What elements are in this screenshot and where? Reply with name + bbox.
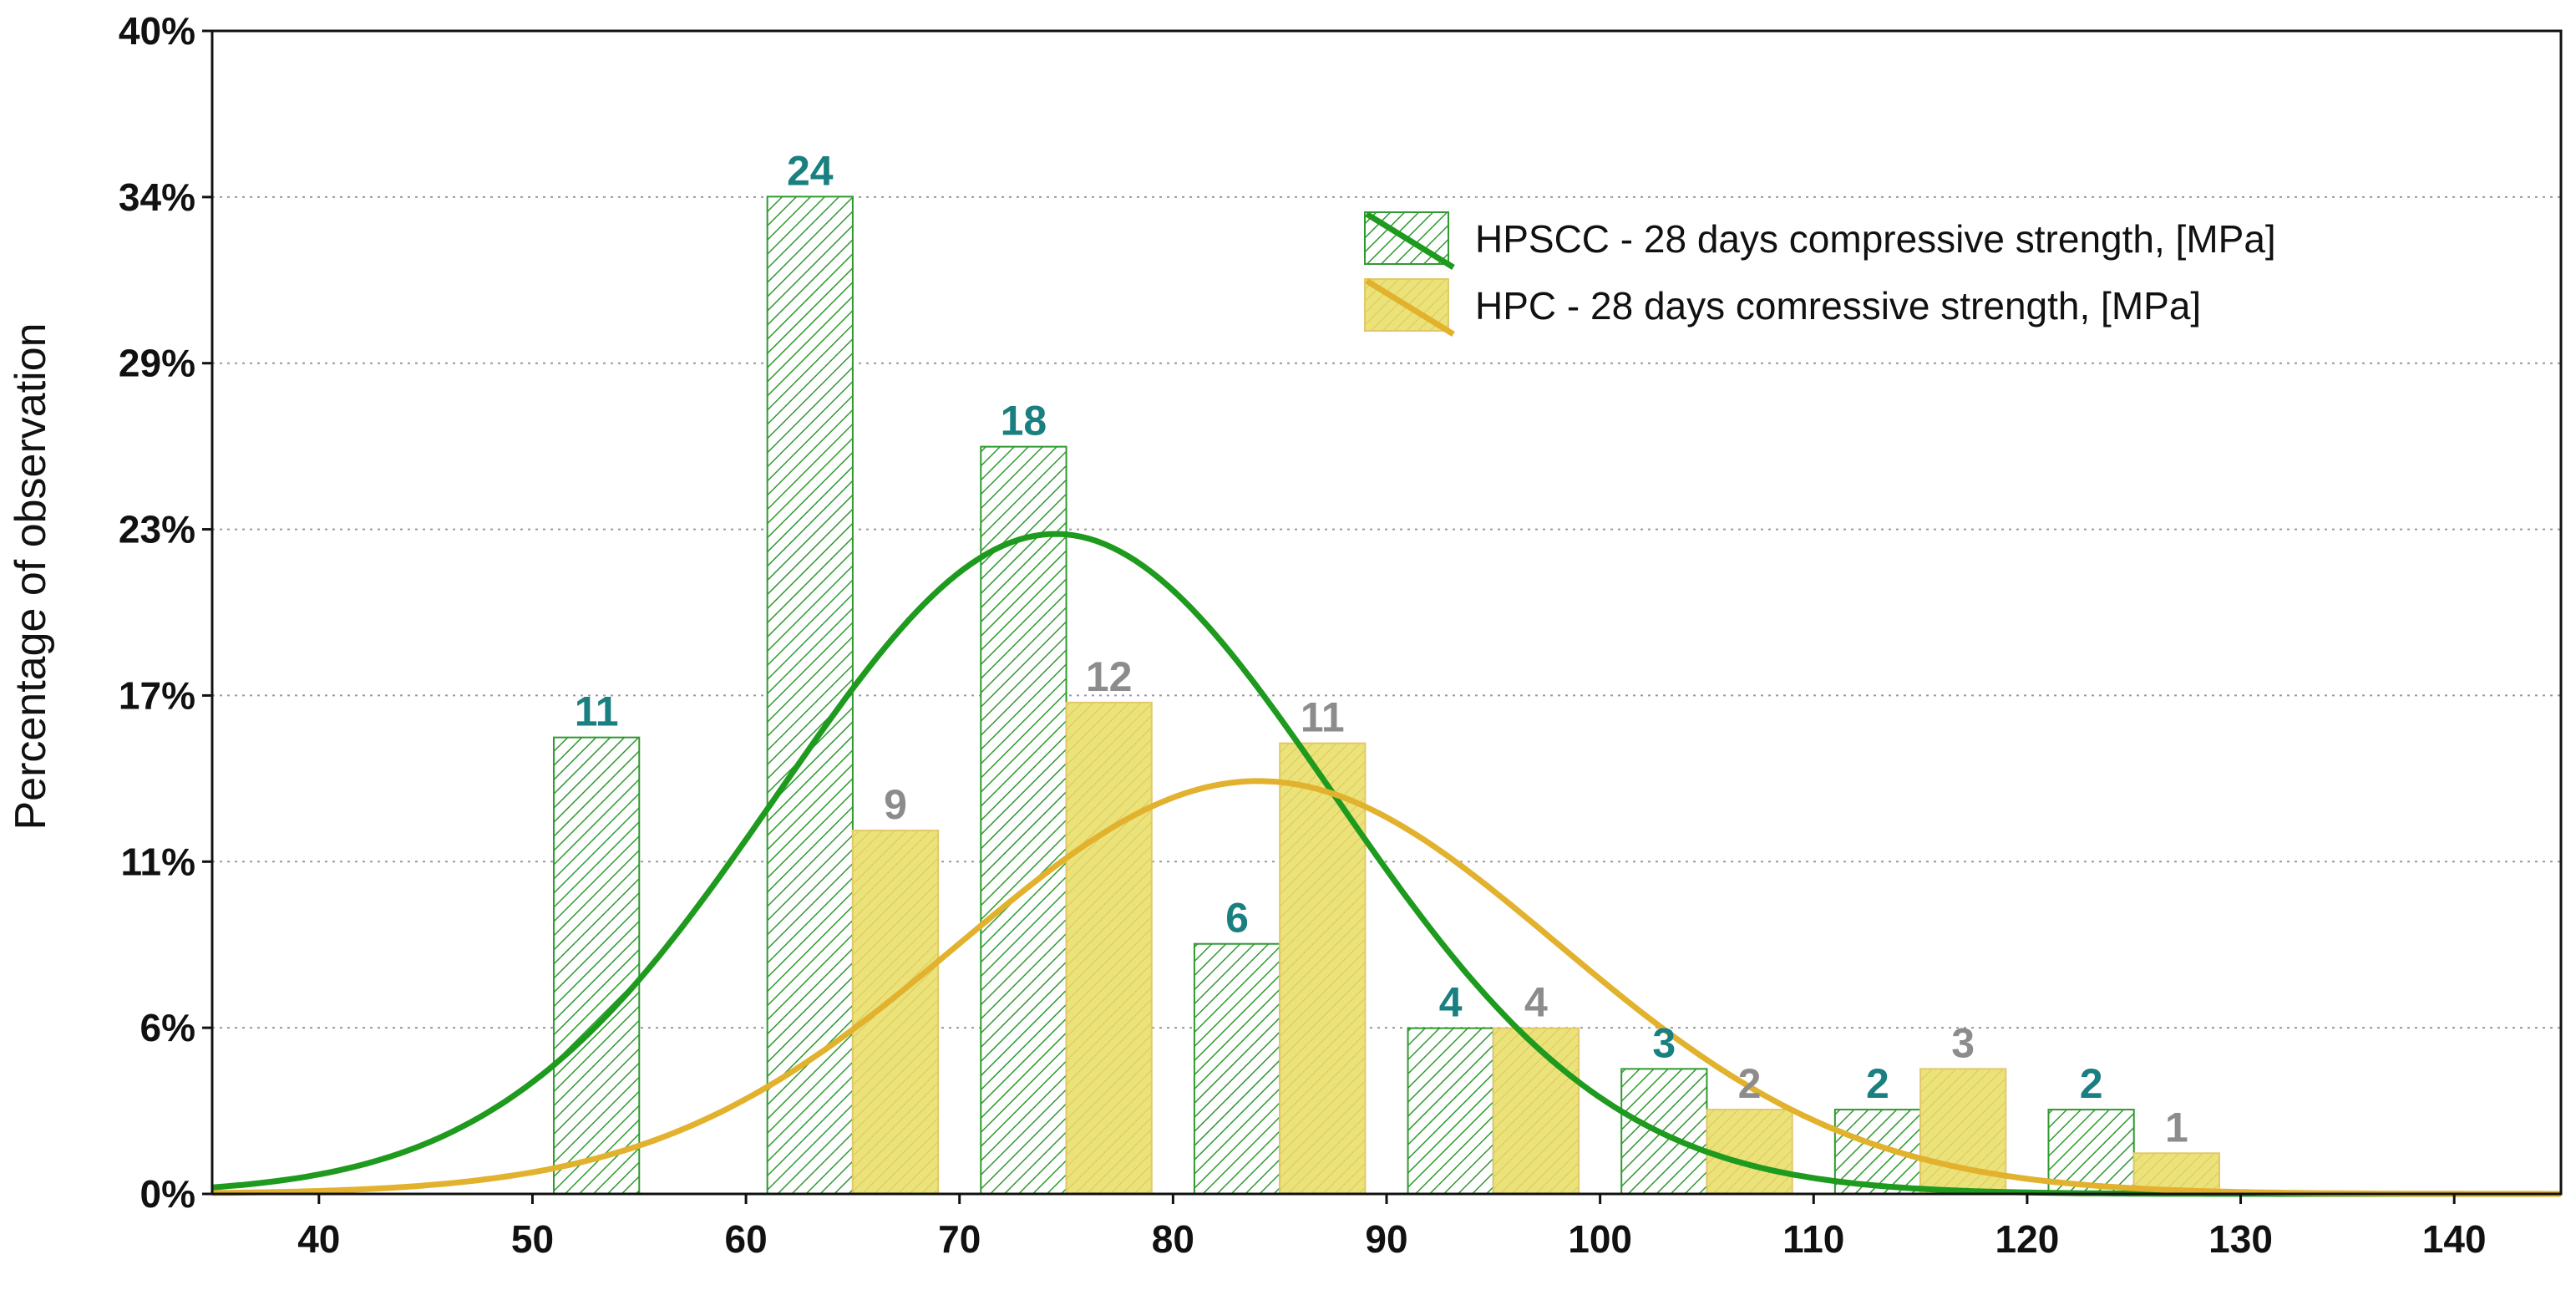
y-tick-label: 29% <box>119 342 195 385</box>
y-axis-ticks: 0% 6% 11% 17% 23% 29% 34% 40% <box>119 9 212 1216</box>
x-tick-label: 60 <box>725 1217 768 1261</box>
bar-hpscc <box>766 196 854 1196</box>
x-tick-label: 100 <box>1568 1217 1632 1261</box>
bar-label-hpscc: 18 <box>1001 398 1047 444</box>
y-tick-label: 11% <box>120 840 195 883</box>
legend-line-hpscc <box>1365 211 1455 270</box>
bar-hpscc <box>1407 1027 1494 1196</box>
bar-label-hpc: 12 <box>1086 653 1133 700</box>
bar-label-hpc: 3 <box>1951 1019 1975 1066</box>
bar-label-hpc: 11 <box>1301 694 1345 741</box>
bar-label-hpscc: 6 <box>1225 895 1249 942</box>
legend-label-hpc: HPC - 28 days comressive strength, [MPa] <box>1475 284 2201 328</box>
y-tick-label: 34% <box>119 175 195 219</box>
legend-item-hpc: HPC - 28 days comressive strength, [MPa] <box>1364 278 2201 337</box>
legend-item-hpscc: HPSCC - 28 days compressive strength, [M… <box>1364 211 2276 270</box>
bar-label-hpscc: 11 <box>575 688 619 735</box>
y-tick-label: 6% <box>140 1006 195 1049</box>
legend-line-hpc <box>1365 278 1455 337</box>
bar-hpc <box>1279 742 1367 1195</box>
y-axis-label: Percentage of observation <box>7 322 55 830</box>
x-tick-label: 130 <box>2208 1217 2273 1261</box>
y-tick-label: 0% <box>140 1172 195 1216</box>
bar-hpc <box>1706 1109 1793 1195</box>
x-tick-label: 70 <box>938 1217 981 1261</box>
bar-hpscc <box>980 445 1067 1195</box>
x-tick-label: 80 <box>1152 1217 1194 1261</box>
bar-count-labels: 11 24 18 6 4 3 2 2 9 12 11 4 2 3 1 <box>575 147 2188 1150</box>
x-tick-label: 110 <box>1782 1217 1844 1261</box>
bar-hpscc <box>1193 942 1281 1195</box>
bar-label-hpc: 4 <box>1524 979 1548 1026</box>
x-tick-label: 50 <box>511 1217 554 1261</box>
bar-hpc <box>1492 1027 1580 1196</box>
y-tick-label: 40% <box>119 9 195 53</box>
legend: HPSCC - 28 days compressive strength, [M… <box>1364 211 2276 337</box>
bar-label-hpscc: 2 <box>1866 1060 1889 1107</box>
y-tick-label: 17% <box>119 673 195 717</box>
y-tick-label: 23% <box>119 508 195 551</box>
bar-label-hpc: 2 <box>1738 1060 1762 1107</box>
bar-label-hpscc: 24 <box>787 147 834 194</box>
x-axis-ticks: 40 50 60 70 80 90 100 110 120 130 140 <box>297 1194 2487 1261</box>
bar-label-hpc: 1 <box>2165 1104 2188 1150</box>
bar-hpc <box>1065 701 1153 1195</box>
bar-hpscc <box>553 736 641 1195</box>
legend-label-hpscc: HPSCC - 28 days compressive strength, [M… <box>1475 217 2276 261</box>
bar-label-hpscc: 3 <box>1652 1019 1676 1066</box>
bar-hpc <box>851 830 940 1195</box>
bar-label-hpscc: 4 <box>1439 979 1463 1026</box>
x-tick-label: 90 <box>1365 1217 1407 1261</box>
bar-label-hpc: 9 <box>884 781 907 828</box>
bar-hpscc <box>2047 1109 2135 1195</box>
bar-label-hpscc: 2 <box>2080 1060 2103 1107</box>
x-tick-label: 40 <box>297 1217 340 1261</box>
x-tick-label: 120 <box>1995 1217 2060 1261</box>
x-tick-label: 140 <box>2422 1217 2487 1261</box>
curve-hpc <box>211 778 2561 1197</box>
